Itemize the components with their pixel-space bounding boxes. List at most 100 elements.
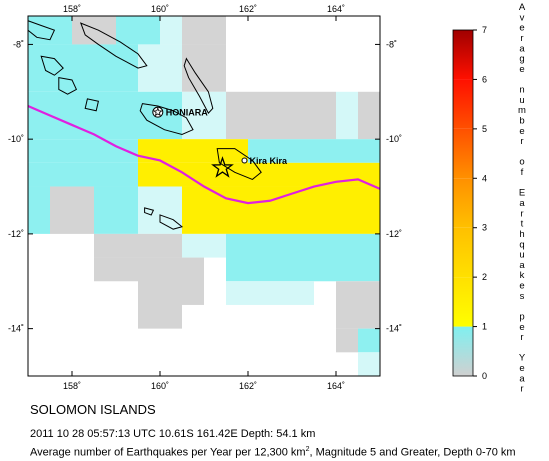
lon-tick-label-bottom: 160˚ [151,381,169,391]
capital-star-icon [152,107,163,117]
colorbar-segments [453,30,473,376]
rate-cell [50,186,94,234]
lat-tick-label-left: -8˚ [13,39,24,49]
island-coastlines [27,20,262,230]
lat-tick-label-right: -12˚ [386,229,402,239]
colorbar-title-letter: t [521,219,524,230]
colorbar-tick-label: 2 [482,272,487,282]
rate-cell [226,91,336,140]
colorbar-tick-label: 5 [482,124,487,134]
colorbar-title-letter: e [519,322,524,333]
colorbar-title-letter: e [519,23,524,34]
colorbar-title-letter: a [519,198,525,209]
lat-tick-label-right: -14˚ [386,324,402,334]
lon-tick-label-bottom: 164˚ [327,381,345,391]
colorbar-title-letter: a [519,260,525,271]
lon-tick-label-bottom: 158˚ [63,381,81,391]
city-label-kirakira: Kira Kira [249,156,288,166]
colorbar-title-letter: p [519,311,524,322]
axis-ticks: 158˚ 158˚ 160˚ 160˚ 162˚ 162˚ 164˚ 164˚ -8˚ -8˚ -1… [8,4,402,391]
rate-cell [358,91,380,140]
colorbar-segment [453,79,473,129]
colorbar-title-letter: o [519,157,524,168]
lat-tick-label-right: -8˚ [386,39,397,49]
colorbar-title-letter: u [519,250,524,261]
colorbar-tick-label: 7 [482,25,487,35]
lon-tick-label-top: 164˚ [327,4,345,14]
colorbar-title-letter: u [519,95,524,106]
rate-cell [182,233,226,258]
island-outline [216,148,262,180]
lat-tick-label-left: -14˚ [8,324,24,334]
colorbar-title-letter: e [519,363,524,374]
rate-cell [138,44,182,92]
colorbar-title-letter: r [520,384,523,395]
island-outline [144,207,155,216]
rate-cell [94,186,138,234]
rate-cell [94,233,182,258]
colorbar-segment [453,30,473,80]
island-outline [159,214,184,230]
island-outline [84,98,100,112]
colorbar-title-letter: Y [519,353,526,364]
colorbar-title-letter: a [519,373,525,384]
colorbar-title-letter: m [518,105,526,116]
island-outline [183,57,214,114]
rate-cell [28,186,50,234]
colorbar-title-letter: s [520,291,525,302]
rate-cell [94,257,138,282]
colorbar-title-letter: e [519,126,524,137]
rate-cell [358,328,380,353]
rate-cell [72,16,116,45]
lat-tick-label-left: -10˚ [8,134,24,144]
colorbar-title-letter: A [519,2,526,13]
map-frame [27,15,381,377]
lon-tick-label-top: 158˚ [63,4,81,14]
colorbar-segment [453,178,473,228]
rate-cell [226,281,314,305]
rate-cell [116,16,160,45]
rate-cell [248,139,380,163]
colorbar-title-letter: g [519,54,524,65]
colorbar-title-letter: r [520,33,523,44]
rate-cell [182,44,226,92]
map-markers: HONIARA Kira Kira [152,106,288,178]
island-outline [79,22,148,69]
island-outline [139,103,194,135]
description-superscript: 2 [305,446,310,453]
colorbar-title-letter: v [520,12,525,23]
colorbar-title-letter: e [519,64,524,75]
plate-boundary-line [27,104,381,205]
rate-cell [358,233,380,282]
colorbar-title: Average number of Earthquakes per Year [518,2,526,395]
rate-cell [138,186,182,234]
rate-cell [138,139,248,163]
colorbar-title-letter: f [521,167,524,178]
colorbar-title-letter: r [520,136,523,147]
lon-tick-label-top: 162˚ [239,4,257,14]
colorbar-segment [453,326,473,376]
island-outline [40,55,64,76]
colorbar-tick-label: 0 [482,371,487,381]
rate-cell [28,44,138,92]
rate-cell [182,257,204,305]
rate-cell [160,16,182,45]
seismic-map: 158˚ 158˚ 160˚ 160˚ 162˚ 162˚ 164˚ 164˚ -8˚ -8˚ -1… [8,2,526,395]
colorbar-title-letter: a [519,43,525,54]
rate-cell [336,328,358,353]
lon-tick-label-top: 160˚ [151,4,169,14]
colorbar-tick-label: 3 [482,223,487,233]
lat-tick-label-right: -10˚ [386,134,402,144]
rate-cell [358,352,380,376]
lon-tick-label-bottom: 162˚ [239,381,257,391]
colorbar-ticks: 0 1 2 3 4 5 6 7 [473,25,487,381]
map-description: Average number of Earthquakes per Year p… [30,446,516,459]
colorbar-title-letter: b [519,115,524,126]
rate-cell [226,233,358,282]
city-marker-circle [241,157,248,164]
colorbar-title-letter: r [520,332,523,343]
event-info: 2011 10 28 05:57:13 UTC 10.61S 161.42E D… [30,428,316,440]
colorbar-tick-label: 4 [482,173,487,183]
colorbar-segment [453,277,473,327]
